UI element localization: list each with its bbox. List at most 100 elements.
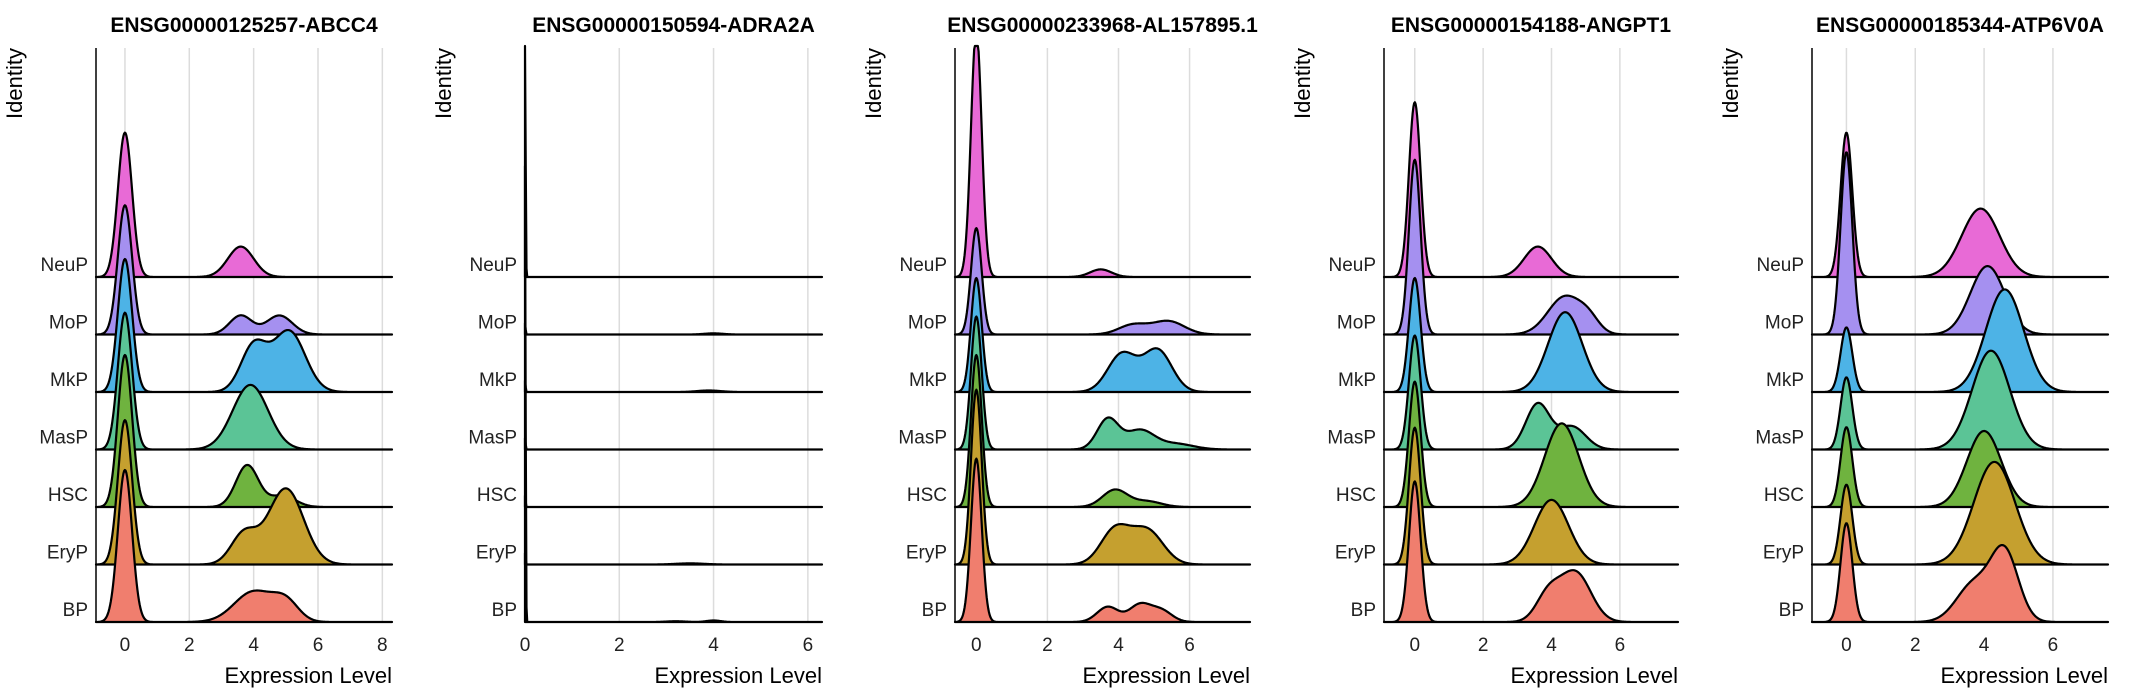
ridge-bp <box>953 457 1252 624</box>
ridge-neup <box>1810 131 2110 279</box>
x-tick-label-0: 0 <box>1409 635 1420 656</box>
category-label-masp: MasP <box>898 428 947 449</box>
category-label-neup: NeuP <box>1328 255 1376 276</box>
x-tick-label-0: 0 <box>520 635 531 656</box>
ridge-neup <box>523 44 824 279</box>
category-label-mkp: MkP <box>909 370 947 391</box>
ridge-bp <box>1382 480 1680 624</box>
ridge-hsc <box>523 494 824 509</box>
ridge-masp <box>523 437 824 451</box>
x-axis-label: Expression Level <box>224 663 392 688</box>
ridge-mop <box>953 227 1252 336</box>
category-label-bp: BP <box>922 600 947 621</box>
ridge-hsc <box>1810 426 2110 509</box>
x-tick-label-2: 2 <box>1910 635 1921 656</box>
y-axis-label: Identity <box>2 48 27 119</box>
category-label-neup: NeuP <box>469 255 517 276</box>
x-tick-label-4: 4 <box>248 635 259 656</box>
x-axis-label: Expression Level <box>1510 663 1678 688</box>
chart-title: ENSG00000154188-ANGPT1 <box>1391 14 1671 37</box>
category-label-eryp: EryP <box>47 543 88 564</box>
x-tick-label-8: 8 <box>377 635 388 656</box>
x-tick-label-4: 4 <box>1546 635 1557 656</box>
ridge-neup <box>1382 101 1680 279</box>
category-label-mop: MoP <box>1765 313 1804 334</box>
y-axis-label: Identity <box>1290 48 1315 119</box>
category-label-eryp: EryP <box>906 543 947 564</box>
category-label-neup: NeuP <box>899 255 947 276</box>
ridge-eryp <box>523 552 824 566</box>
category-label-masp: MasP <box>39 428 88 449</box>
ridge-mkp <box>953 276 1252 394</box>
category-label-masp: MasP <box>1755 428 1804 449</box>
ridge-mkp <box>1810 288 2110 394</box>
category-label-hsc: HSC <box>1336 485 1376 506</box>
category-label-bp: BP <box>63 600 88 621</box>
category-label-mkp: MkP <box>479 370 517 391</box>
category-label-masp: MasP <box>468 428 517 449</box>
ridge-mop <box>1382 158 1680 336</box>
x-axis-label: Expression Level <box>1082 663 1250 688</box>
x-tick-label-6: 6 <box>313 635 324 656</box>
ridge-eryp <box>953 388 1252 566</box>
category-label-hsc: HSC <box>48 485 88 506</box>
x-tick-label-2: 2 <box>1478 635 1489 656</box>
ridge-bp <box>1810 522 2110 624</box>
category-label-eryp: EryP <box>1335 543 1376 564</box>
panel-2: NeuP MoP MkP MasP HSC EryP BP0 2 4 6 ENSG000001505… <box>431 14 824 688</box>
ridge-mkp <box>523 379 824 394</box>
category-label-mkp: MkP <box>50 370 88 391</box>
category-label-eryp: EryP <box>476 543 517 564</box>
category-label-hsc: HSC <box>477 485 517 506</box>
x-tick-label-4: 4 <box>708 635 719 656</box>
category-label-neup: NeuP <box>40 255 88 276</box>
x-tick-label-6: 6 <box>1184 635 1195 656</box>
x-tick-label-6: 6 <box>2048 635 2059 656</box>
category-label-mop: MoP <box>908 313 947 334</box>
category-label-hsc: HSC <box>1764 485 1804 506</box>
category-label-mop: MoP <box>49 313 88 334</box>
ridge-mop <box>1810 151 2110 336</box>
panel-3: NeuP MoP MkP MasP HSC EryP BP 0 2 4 6 ENSG000002339… <box>861 14 1258 688</box>
category-label-bp: BP <box>1779 600 1804 621</box>
x-tick-label-2: 2 <box>1042 635 1053 656</box>
ridge-bp <box>94 468 394 624</box>
ridge-neup <box>94 131 394 279</box>
category-label-mop: MoP <box>1337 313 1376 334</box>
category-label-mop: MoP <box>478 313 517 334</box>
category-label-bp: BP <box>492 600 517 621</box>
category-label-bp: BP <box>1351 600 1376 621</box>
panel-1: NeuP MoP MkP MasP HSC EryP BP 0 2 4 6 8 ENSG00000125… <box>2 14 394 688</box>
ridge-masp <box>953 315 1252 451</box>
ridge-bp <box>523 164 824 624</box>
y-axis-label: Identity <box>861 48 886 119</box>
ridge-masp <box>1810 349 2110 451</box>
x-tick-label-2: 2 <box>184 635 195 656</box>
category-label-mkp: MkP <box>1338 370 1376 391</box>
category-label-masp: MasP <box>1327 428 1376 449</box>
chart-title: ENSG00000233968-AL157895.1 <box>947 14 1258 37</box>
panel-5: NeuP MoP MkP MasP HSC EryP BP 0 2 4 6 ENSG000001853… <box>1718 14 2110 688</box>
chart-title: ENSG00000125257-ABCC4 <box>110 14 378 37</box>
x-tick-label-4: 4 <box>1979 635 1990 656</box>
category-label-neup: NeuP <box>1756 255 1804 276</box>
x-tick-label-2: 2 <box>614 635 625 656</box>
ridge-hsc <box>953 353 1252 509</box>
chart-title: ENSG00000150594-ADRA2A <box>532 14 815 37</box>
y-axis-label: Identity <box>431 48 456 119</box>
y-axis-label: Identity <box>1718 48 1743 119</box>
x-tick-label-0: 0 <box>1841 635 1852 656</box>
ridge-mop <box>523 322 824 336</box>
x-tick-label-4: 4 <box>1113 635 1124 656</box>
category-label-hsc: HSC <box>907 485 947 506</box>
category-label-eryp: EryP <box>1763 543 1804 564</box>
x-tick-label-6: 6 <box>803 635 814 656</box>
x-axis-label: Expression Level <box>1940 663 2108 688</box>
x-axis-label: Expression Level <box>654 663 822 688</box>
chart-title: ENSG00000185344-ATP6V0A <box>1816 14 2104 37</box>
category-label-mkp: MkP <box>1766 370 1804 391</box>
x-tick-label-0: 0 <box>120 635 131 656</box>
x-tick-label-0: 0 <box>971 635 982 656</box>
x-tick-label-6: 6 <box>1615 635 1626 656</box>
